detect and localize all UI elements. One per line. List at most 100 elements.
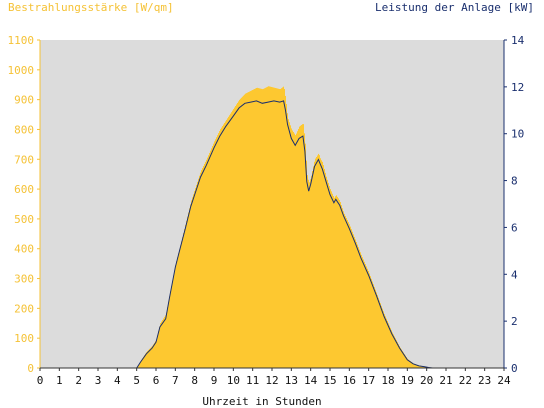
right-tick-label: 10: [511, 128, 524, 141]
irradiance-bar: [142, 358, 143, 368]
irradiance-bar: [248, 92, 249, 368]
irradiance-bar: [258, 88, 259, 368]
irradiance-bar: [350, 226, 351, 368]
irradiance-bar: [260, 88, 261, 368]
irradiance-bar: [235, 106, 236, 368]
irradiance-bar: [139, 363, 140, 368]
irradiance-bar: [324, 168, 325, 368]
irradiance-bar: [179, 249, 180, 368]
irradiance-bar: [162, 319, 163, 368]
irradiance-bar: [144, 355, 145, 368]
left-tick-label: 1100: [8, 34, 35, 47]
irradiance-bar: [267, 86, 268, 368]
irradiance-bar: [288, 119, 289, 368]
x-tick-label: 6: [153, 374, 160, 387]
irradiance-bar: [312, 170, 313, 368]
irradiance-bar: [355, 239, 356, 368]
irradiance-bar: [320, 158, 321, 368]
irradiance-bar: [237, 102, 238, 369]
irradiance-bar: [232, 110, 233, 368]
irradiance-bar: [300, 125, 301, 368]
irradiance-bar: [167, 307, 168, 368]
irradiance-bar: [378, 297, 379, 368]
irradiance-bar: [196, 184, 197, 368]
irradiance-bar: [372, 281, 373, 368]
irradiance-bar: [195, 188, 196, 368]
irradiance-bar: [421, 365, 422, 368]
irradiance-bar: [216, 137, 217, 368]
irradiance-bar: [395, 338, 396, 368]
irradiance-bar: [389, 325, 390, 368]
irradiance-bar: [401, 349, 402, 368]
left-tick-label: 300: [14, 273, 34, 286]
irradiance-bar: [308, 179, 309, 368]
right-tick-label: 14: [511, 34, 525, 47]
irradiance-bar: [184, 228, 185, 368]
irradiance-bar: [272, 87, 273, 368]
irradiance-bar: [366, 266, 367, 368]
irradiance-bar: [283, 86, 284, 368]
x-tick-label: 18: [381, 374, 394, 387]
irradiance-bar: [284, 88, 285, 368]
irradiance-bar: [330, 189, 331, 368]
irradiance-bar: [420, 365, 421, 368]
irradiance-bar: [314, 161, 315, 368]
irradiance-bar: [154, 342, 155, 368]
irradiance-area-bars: [137, 86, 433, 369]
irradiance-bar: [164, 316, 165, 368]
irradiance-bar: [387, 320, 388, 368]
irradiance-bar: [199, 175, 200, 368]
irradiance-bar: [364, 261, 365, 368]
irradiance-bar: [315, 158, 316, 368]
irradiance-bar: [407, 358, 408, 368]
x-tick-label: 2: [75, 374, 82, 387]
irradiance-bar: [287, 113, 288, 369]
irradiance-bar: [257, 87, 258, 369]
irradiance-bar: [273, 87, 274, 368]
irradiance-bar: [255, 88, 256, 369]
irradiance-bar: [158, 331, 159, 368]
left-tick-label: 1000: [8, 64, 35, 77]
x-tick-label: 10: [227, 374, 240, 387]
irradiance-bar: [376, 292, 377, 368]
irradiance-bar: [197, 181, 198, 368]
irradiance-bar: [178, 253, 179, 368]
irradiance-bar: [294, 133, 295, 368]
irradiance-bar: [383, 311, 384, 368]
irradiance-bar: [399, 345, 400, 368]
x-tick-label: 20: [420, 374, 433, 387]
irradiance-bar: [413, 363, 414, 368]
irradiance-bar: [370, 276, 371, 368]
irradiance-bar: [256, 87, 257, 369]
irradiance-bar: [295, 135, 296, 368]
irradiance-bar: [357, 244, 358, 368]
irradiance-bar: [242, 96, 243, 369]
irradiance-bar: [290, 125, 291, 368]
irradiance-bar: [270, 86, 271, 369]
irradiance-bar: [150, 347, 151, 368]
x-tick-label: 21: [439, 374, 452, 387]
irradiance-bar: [311, 175, 312, 368]
irradiance-bar: [329, 186, 330, 368]
irradiance-bar: [309, 182, 310, 368]
irradiance-bar: [349, 224, 350, 368]
x-tick-label: 15: [323, 374, 336, 387]
irradiance-bar: [224, 122, 225, 368]
irradiance-bar: [262, 89, 263, 368]
irradiance-bar: [281, 88, 282, 368]
irradiance-bar: [317, 155, 318, 368]
irradiance-bar: [404, 353, 405, 368]
x-tick-label: 0: [37, 374, 44, 387]
x-tick-label: 3: [95, 374, 102, 387]
irradiance-bar: [152, 345, 153, 368]
left-tick-label: 100: [14, 332, 34, 345]
irradiance-bar: [168, 301, 169, 368]
irradiance-bar: [194, 191, 195, 368]
irradiance-bar: [286, 103, 287, 368]
x-tick-label: 17: [362, 374, 375, 387]
irradiance-bar: [153, 344, 154, 368]
irradiance-bar: [307, 175, 308, 368]
x-tick-label: 16: [343, 374, 356, 387]
irradiance-bar: [259, 88, 260, 369]
irradiance-bar: [170, 291, 171, 368]
